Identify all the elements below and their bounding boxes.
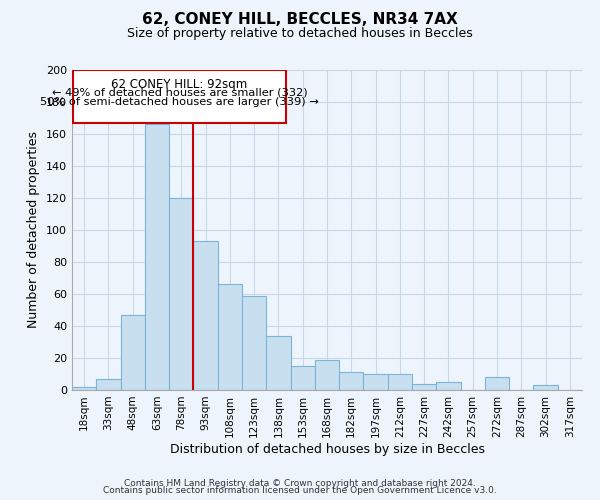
Text: 62 CONEY HILL: 92sqm: 62 CONEY HILL: 92sqm [112,78,248,91]
Bar [388,374,412,390]
Text: 62, CONEY HILL, BECCLES, NR34 7AX: 62, CONEY HILL, BECCLES, NR34 7AX [142,12,458,28]
Text: Size of property relative to detached houses in Beccles: Size of property relative to detached ho… [127,28,473,40]
Text: ← 49% of detached houses are smaller (332): ← 49% of detached houses are smaller (33… [52,88,307,98]
Bar [121,315,145,390]
Text: Contains public sector information licensed under the Open Government Licence v3: Contains public sector information licen… [103,486,497,495]
Bar [266,336,290,390]
Bar [242,296,266,390]
Bar [145,124,169,390]
Bar [193,241,218,390]
Bar [364,374,388,390]
FancyBboxPatch shape [73,70,286,123]
Text: 50% of semi-detached houses are larger (339) →: 50% of semi-detached houses are larger (… [40,97,319,107]
Bar [412,384,436,390]
Bar [96,379,121,390]
Bar [315,360,339,390]
Bar [218,284,242,390]
Bar [169,198,193,390]
Bar [339,372,364,390]
Bar [533,385,558,390]
Bar [485,377,509,390]
Bar [72,387,96,390]
Text: Contains HM Land Registry data © Crown copyright and database right 2024.: Contains HM Land Registry data © Crown c… [124,478,476,488]
Bar [290,366,315,390]
X-axis label: Distribution of detached houses by size in Beccles: Distribution of detached houses by size … [170,442,485,456]
Y-axis label: Number of detached properties: Number of detached properties [28,132,40,328]
Bar [436,382,461,390]
